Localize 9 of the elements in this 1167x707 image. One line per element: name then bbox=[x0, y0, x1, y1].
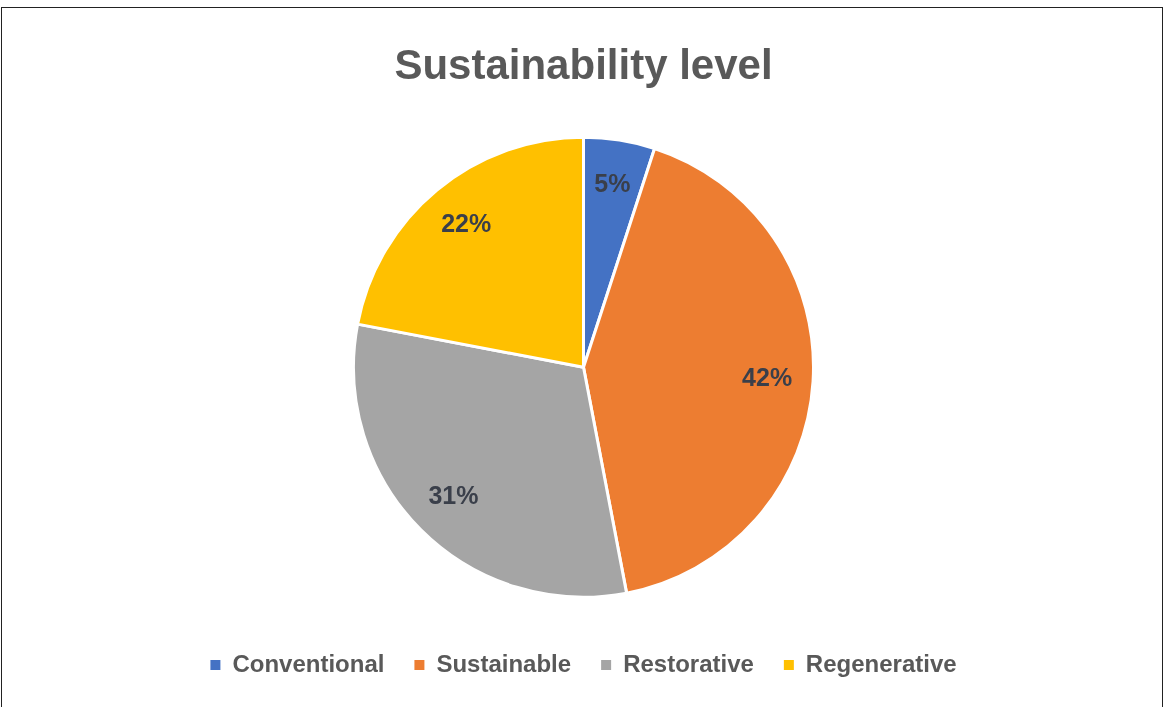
data-label: 22% bbox=[441, 209, 492, 238]
legend-label: Sustainable bbox=[436, 649, 572, 677]
legend-label: Restorative bbox=[623, 649, 754, 677]
legend-label: Conventional bbox=[232, 649, 385, 677]
data-label: 31% bbox=[428, 481, 479, 510]
chart-title: Sustainability level bbox=[394, 40, 773, 88]
data-label: 5% bbox=[594, 169, 631, 198]
data-label: 42% bbox=[742, 362, 793, 391]
legend-label: Regenerative bbox=[805, 649, 957, 677]
